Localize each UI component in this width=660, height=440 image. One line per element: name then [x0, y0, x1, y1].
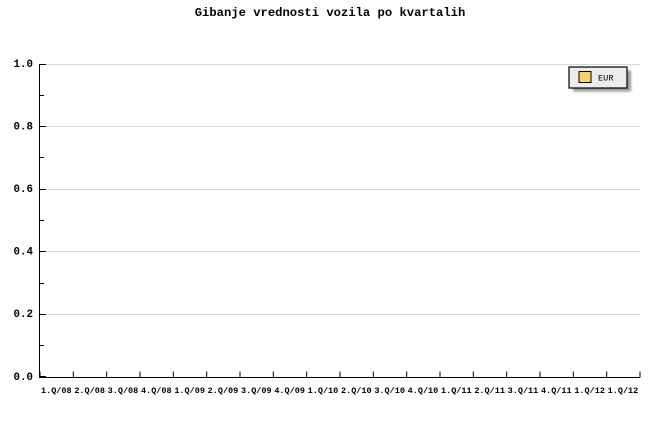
- svg-text:4.Q/09: 4.Q/09: [274, 386, 305, 396]
- svg-text:2.Q/08: 2.Q/08: [74, 386, 105, 396]
- svg-text:4.Q/10: 4.Q/10: [408, 386, 439, 396]
- svg-text:0.0: 0.0: [14, 372, 33, 384]
- svg-text:3.Q/10: 3.Q/10: [374, 386, 405, 396]
- svg-text:0.4: 0.4: [14, 247, 34, 259]
- svg-text:1.Q/10: 1.Q/10: [308, 386, 339, 396]
- svg-text:1.Q/09: 1.Q/09: [174, 386, 205, 396]
- svg-text:EUR: EUR: [598, 74, 613, 84]
- svg-text:2.Q/10: 2.Q/10: [341, 386, 372, 396]
- svg-text:2.Q/11: 2.Q/11: [474, 386, 505, 396]
- svg-text:0.6: 0.6: [14, 184, 33, 196]
- svg-text:3.Q/08: 3.Q/08: [108, 386, 139, 396]
- svg-text:3.Q/09: 3.Q/09: [241, 386, 272, 396]
- svg-text:2.Q/09: 2.Q/09: [208, 386, 239, 396]
- svg-text:0.8: 0.8: [14, 121, 33, 133]
- svg-text:3.Q/11: 3.Q/11: [508, 386, 539, 396]
- svg-text:4.Q/08: 4.Q/08: [141, 386, 172, 396]
- svg-text:1.Q/11: 1.Q/11: [441, 386, 472, 396]
- svg-text:1.Q/08: 1.Q/08: [41, 386, 72, 396]
- svg-text:1.0: 1.0: [14, 59, 33, 71]
- svg-text:0.2: 0.2: [14, 309, 33, 321]
- svg-text:4.Q/11: 4.Q/11: [541, 386, 572, 396]
- svg-text:1.Q/12: 1.Q/12: [574, 386, 605, 396]
- svg-text:1.Q/12: 1.Q/12: [608, 386, 639, 396]
